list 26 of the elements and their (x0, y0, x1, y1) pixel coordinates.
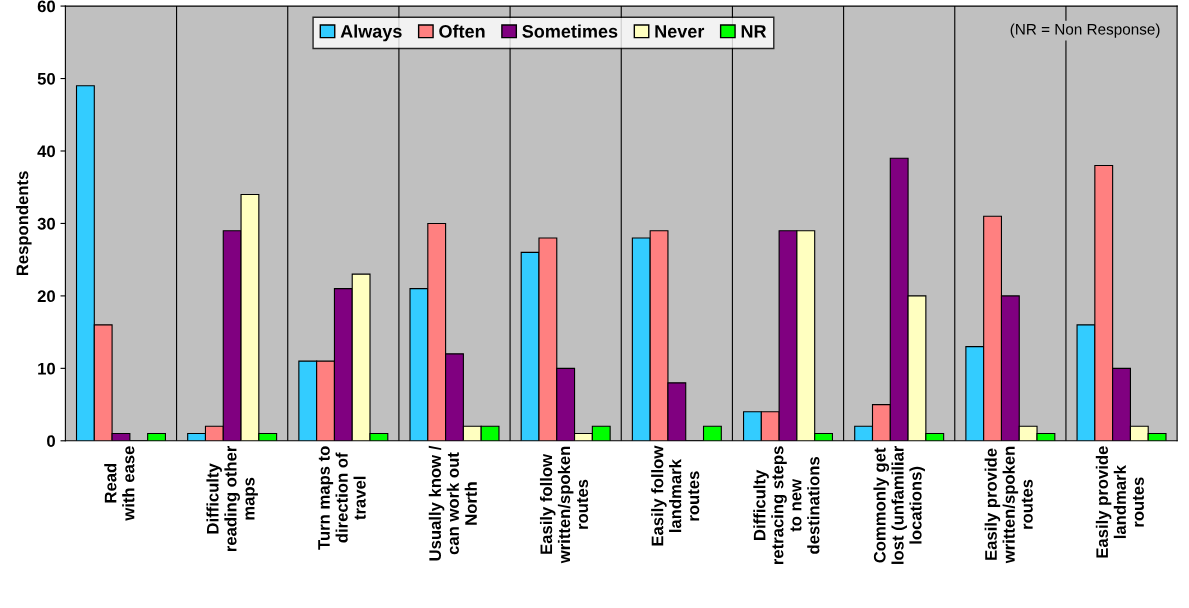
y-axis-title: Respondents (16, 171, 32, 276)
x-tick-label: Difficulty retracing steps to new destinations (753, 446, 820, 565)
bar (147, 432, 167, 441)
x-tick-label: Easily follow written/spoken routes (539, 446, 589, 564)
y-tick-label: 10 (38, 362, 55, 375)
x-tick-label: Easily provide written/spoken routes (984, 446, 1033, 564)
annotation: (NR = Non Response) (1010, 23, 1160, 38)
x-tick-label: Difficulty reading other maps (206, 445, 258, 552)
legend-label: Always (340, 24, 402, 42)
y-tick-label: 20 (37, 290, 55, 303)
legend-label: Sometimes (522, 24, 618, 38)
x-tick-label: Usually know / can work out North (428, 445, 477, 561)
legend-label: Never (655, 25, 705, 38)
x-tick-label: Read with ease (104, 446, 135, 521)
x-tick-label: Easily follow landmark routes (651, 445, 700, 546)
y-tick-label: 0 (47, 435, 55, 447)
y-tick-label: 30 (37, 217, 55, 230)
legend-label: NR (741, 25, 767, 38)
y-tick-label: 50 (37, 72, 55, 85)
x-tick-label: Easily provide landmark routes (1095, 446, 1144, 558)
y-tick-label: 60 (37, 0, 55, 13)
x-tick-label: Commonly get lost (unfamiliar locations) (873, 445, 925, 564)
legend-label: Often (439, 24, 485, 38)
bar (702, 425, 722, 441)
y-tick-label: 40 (37, 145, 55, 158)
x-tick-label: Turn maps to direction of travel (318, 446, 366, 550)
